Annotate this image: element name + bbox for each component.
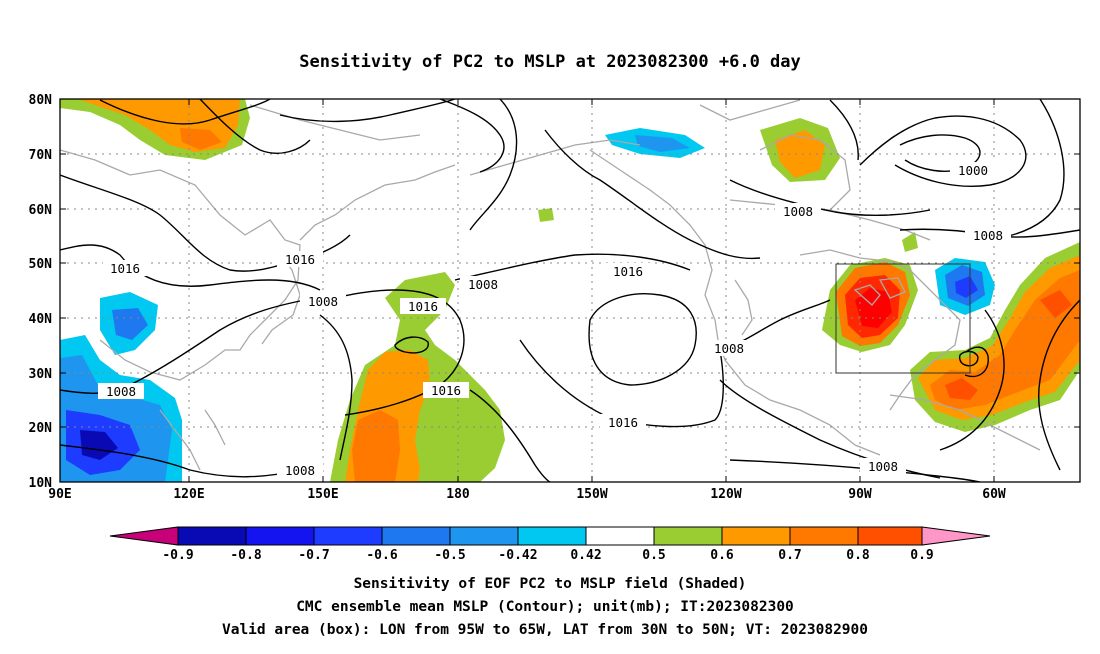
lat-labels: 80N 70N 60N 50N 40N 30N 20N 10N	[29, 93, 53, 491]
shade-positive-arctic-inner	[180, 128, 222, 150]
colorbar-triangle-low	[109, 526, 179, 546]
caption-line-2: CMC ensemble mean MSLP (Contour); unit(m…	[296, 599, 794, 615]
colorbar-label: 0.42	[570, 548, 601, 563]
shade-negative-newengland-inner	[955, 276, 978, 298]
coastlines	[60, 99, 1041, 471]
contour-label: 1008	[783, 204, 813, 219]
colorbar-swatch	[789, 526, 859, 546]
map-title: Sensitivity of PC2 to MSLP at 2023082300…	[299, 52, 801, 72]
shade-positive-atlantic-max2	[1040, 290, 1072, 318]
lat-tick-label: 70N	[29, 148, 53, 163]
colorbar-triangle-high	[921, 526, 991, 546]
colorbar-label: 0.8	[846, 548, 870, 563]
contour-label: 1008	[106, 384, 136, 399]
contour-label: 1008	[868, 459, 898, 474]
colorbar-swatch	[381, 526, 451, 546]
contour-label: 1008	[285, 463, 315, 478]
colorbar-label: -0.42	[498, 548, 537, 563]
mslp-contours	[60, 99, 1080, 482]
lat-tick-label: 20N	[29, 421, 53, 436]
colorbar-label: 0.9	[910, 548, 933, 563]
lon-axis	[188, 99, 995, 482]
colorbar-swatch	[517, 526, 587, 546]
contour-label: 1016	[110, 261, 140, 276]
shade-negative-japan-core	[112, 308, 148, 340]
contour-label: 1008	[308, 294, 338, 309]
caption-line-3: Valid area (box): LON from 95W to 65W, L…	[222, 622, 868, 638]
contour-label: 1008	[468, 277, 498, 292]
map-frame	[59, 98, 1081, 483]
colorbar-swatch	[313, 526, 383, 546]
lat-tick-label: 30N	[29, 367, 53, 382]
colorbar-label: 0.6	[710, 548, 734, 563]
shade-positive-small-a	[538, 208, 554, 222]
colorbar: -0.9 -0.8 -0.7 -0.6 -0.5 -0.42 0.42 0.5 …	[109, 526, 991, 563]
lon-labels: 90E 120E 150E 180 150W 120W 90W 60W	[48, 487, 1006, 502]
contour-label: 1016	[608, 415, 638, 430]
lon-tick-label: 60W	[982, 487, 1006, 502]
colorbar-label: -0.6	[366, 548, 397, 563]
shade-negative-arctic-core	[635, 135, 690, 152]
colorbar-swatch	[721, 526, 791, 546]
shade-positive-atlantic-inner	[930, 270, 1080, 410]
lat-tick-label: 60N	[29, 203, 53, 218]
contour-label: 1016	[408, 299, 438, 314]
grid-lines	[60, 99, 1080, 482]
colorbar-swatch	[449, 526, 519, 546]
colorbar-label: -0.8	[230, 548, 261, 563]
colorbar-label: -0.9	[162, 548, 193, 563]
lon-tick-label: 120E	[173, 487, 204, 502]
contour-label: 1016	[613, 264, 643, 279]
contour-labels: 1016 1016 1008 1008 1016 1008 1016 1016 …	[98, 162, 1011, 478]
contour-label: 1008	[714, 341, 744, 356]
lat-tick-label: 80N	[29, 93, 53, 108]
map-panel: 1016 1016 1008 1008 1016 1008 1016 1016 …	[60, 99, 1080, 482]
lon-tick-label: 150E	[307, 487, 338, 502]
colorbar-swatch	[653, 526, 723, 546]
lat-tick-label: 50N	[29, 257, 53, 272]
colorbar-swatch	[177, 526, 247, 546]
lon-tick-label: 150W	[576, 487, 607, 502]
caption-line-1: Sensitivity of EOF PC2 to MSLP field (Sh…	[354, 576, 747, 592]
lon-tick-label: 90W	[848, 487, 872, 502]
lon-tick-label: 120W	[710, 487, 741, 502]
colorbar-label: 0.5	[642, 548, 665, 563]
shade-negative-asia-inner	[80, 430, 118, 460]
colorbar-label: -0.5	[434, 548, 465, 563]
colorbar-label: -0.7	[298, 548, 329, 563]
colorbar-swatch	[585, 526, 655, 546]
contour-label: 1016	[285, 252, 315, 267]
shade-positive-pacific-inner	[352, 410, 400, 482]
contour-label: 1016	[431, 383, 461, 398]
lat-axis	[60, 98, 1080, 428]
colorbar-label: 0.7	[778, 548, 801, 563]
colorbar-swatch	[245, 526, 315, 546]
shade-positive-small-b	[902, 232, 918, 252]
shaded-sensitivity	[60, 99, 1080, 482]
shade-positive-atlantic-max	[945, 378, 978, 400]
shade-positive-greenland-core	[775, 130, 825, 178]
lon-tick-label: 90E	[48, 487, 71, 502]
valid-area-box	[835, 263, 971, 374]
lat-tick-label: 40N	[29, 312, 53, 327]
lat-tick-label: 10N	[29, 476, 53, 491]
contour-label: 1008	[973, 228, 1003, 243]
colorbar-swatch	[857, 526, 923, 546]
lon-tick-label: 180	[446, 487, 470, 502]
contour-label: 1000	[958, 163, 988, 178]
